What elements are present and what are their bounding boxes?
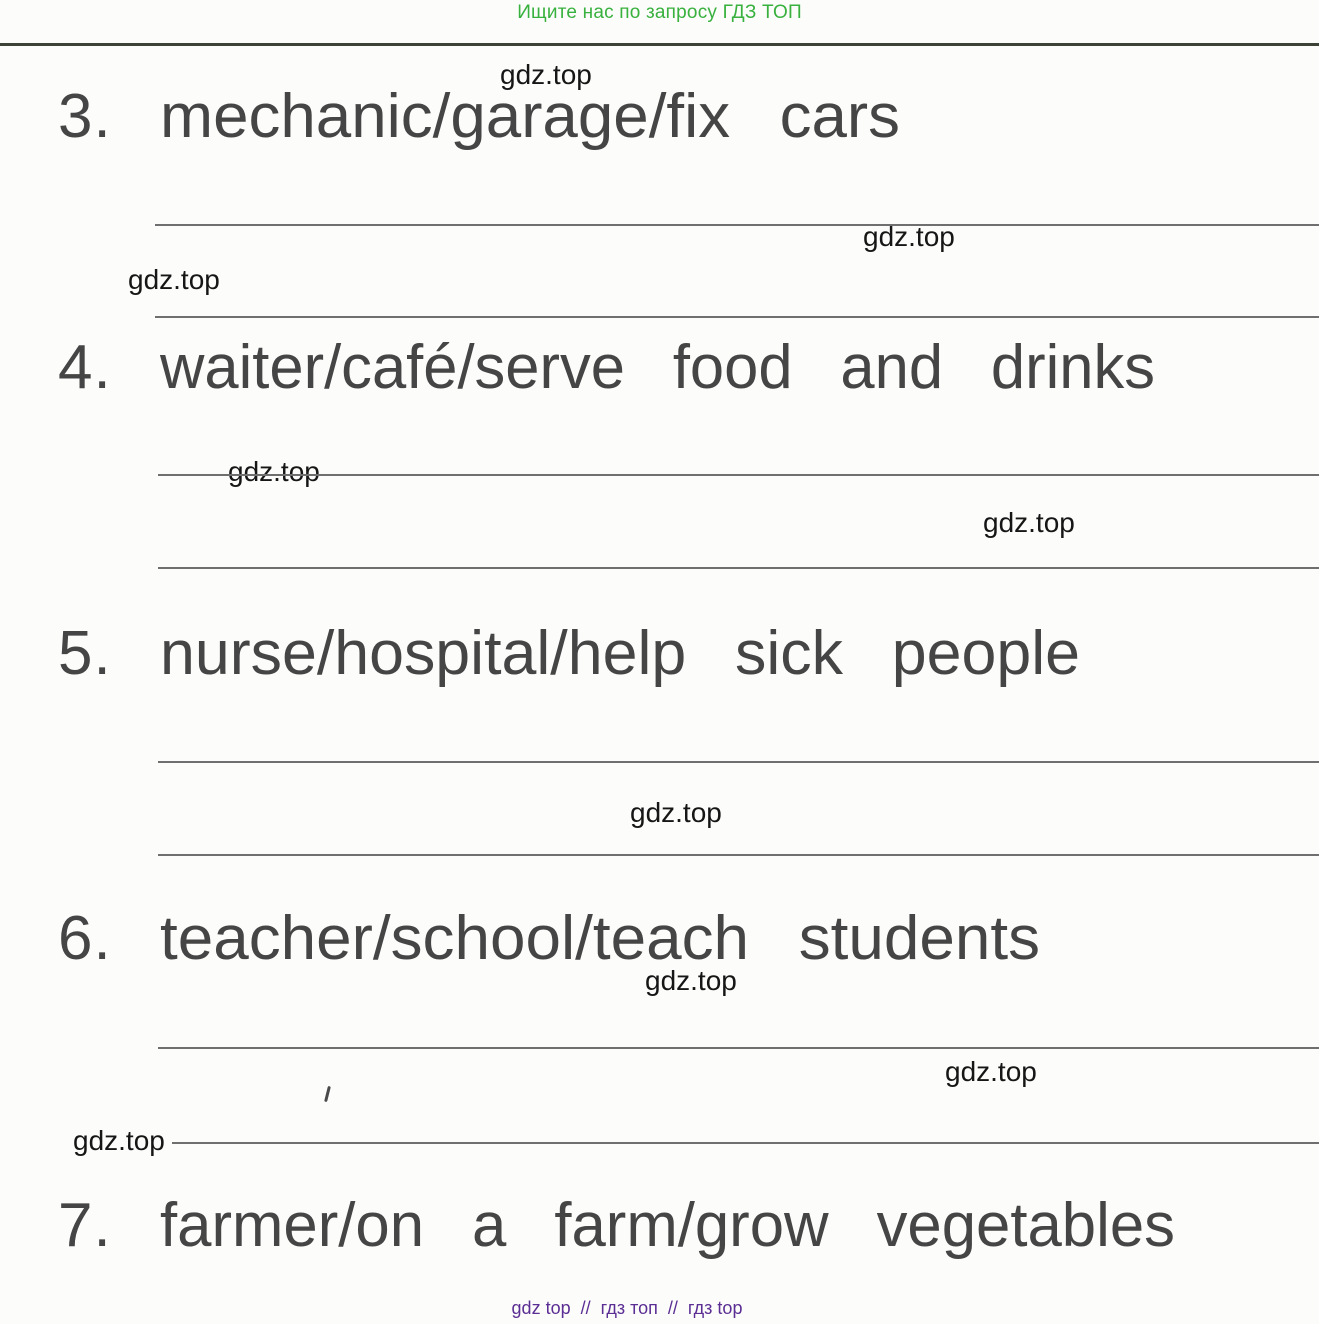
item-prompt: nurse/hospital/help sick people bbox=[160, 619, 1080, 688]
footer-site-tags: gdz top // гдз топ // гдз top bbox=[511, 1298, 743, 1318]
answer-line bbox=[158, 567, 1319, 569]
watermark-gdz-top: gdz.top bbox=[630, 797, 722, 828]
answer-line bbox=[155, 224, 1319, 226]
answer-line bbox=[172, 1142, 1319, 1144]
item-number: 3. bbox=[58, 82, 112, 151]
scan-artifact-mark bbox=[324, 1085, 331, 1103]
watermark-gdz-top: gdz.top bbox=[228, 456, 320, 487]
item-prompt: teacher/school/teach students bbox=[160, 904, 1040, 973]
item-number: 6. bbox=[58, 904, 112, 973]
watermark-gdz-top: gdz.top bbox=[945, 1056, 1037, 1087]
header-divider-rule bbox=[0, 43, 1319, 46]
watermark-gdz-top: gdz.top bbox=[500, 59, 592, 90]
promo-header-text: Ищите нас по запросу ГДЗ ТОП bbox=[517, 2, 802, 23]
answer-line bbox=[155, 316, 1319, 318]
answer-line bbox=[158, 474, 1319, 476]
watermark-gdz-top: gdz.top bbox=[863, 221, 955, 252]
item-number: 7. bbox=[58, 1191, 112, 1260]
watermark-gdz-top: gdz.top bbox=[645, 965, 737, 996]
watermark-gdz-top: gdz.top bbox=[73, 1125, 165, 1156]
answer-line bbox=[158, 761, 1319, 763]
answer-line bbox=[158, 854, 1319, 856]
item-number: 5. bbox=[58, 619, 112, 688]
item-number: 4. bbox=[58, 333, 112, 402]
answer-line bbox=[158, 1047, 1319, 1049]
item-prompt: waiter/café/serve food and drinks bbox=[160, 333, 1155, 402]
item-prompt: mechanic/garage/fix cars bbox=[160, 82, 900, 151]
item-prompt: farmer/on a farm/grow vegetables bbox=[160, 1191, 1175, 1260]
watermark-gdz-top: gdz.top bbox=[983, 507, 1075, 538]
watermark-gdz-top: gdz.top bbox=[128, 264, 220, 295]
